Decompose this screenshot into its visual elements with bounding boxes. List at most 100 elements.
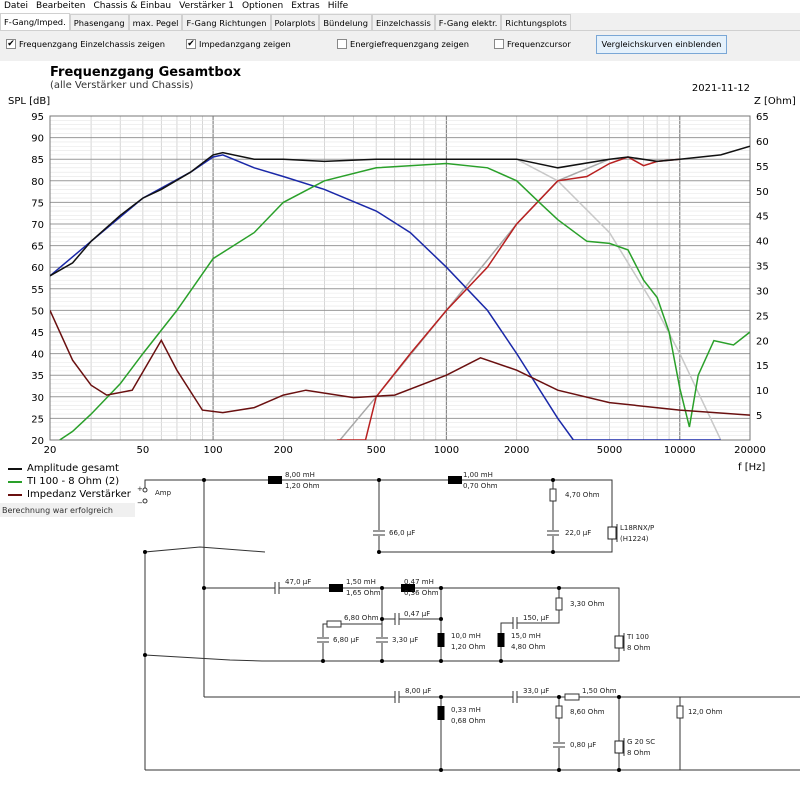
y2-tick-label: 40 xyxy=(756,237,769,248)
component-label: 3,30 Ohm xyxy=(570,600,605,608)
inductor-symbol xyxy=(401,584,415,592)
amp-minus-terminal xyxy=(142,498,148,504)
wire xyxy=(144,546,266,770)
x-tick-label: 2000 xyxy=(504,445,529,456)
component-label: 0,70 Ohm xyxy=(463,482,498,490)
speaker-icon xyxy=(614,635,624,649)
junction xyxy=(499,659,503,663)
chart-date: 2021-11-12 xyxy=(692,83,750,94)
legend-label: Impedanz Verstärker 1 xyxy=(27,489,141,500)
component-label: 15,0 mH xyxy=(511,632,541,640)
component-label: 12,0 Ohm xyxy=(688,708,723,716)
checkbox-einzelchassis[interactable]: ✔ Frequenzgang Einzelchassis zeigen xyxy=(6,39,165,49)
legend-swatch xyxy=(8,493,22,496)
component-label: 8 Ohm xyxy=(627,644,651,652)
y-axis-label: SPL [dB] xyxy=(8,96,50,107)
y2-tick-label: 55 xyxy=(756,162,769,173)
component-label: 10,0 mH xyxy=(451,632,481,640)
junction xyxy=(557,586,561,590)
tab-bar: F-Gang/Imped. Phasengang max. Pegel F-Gang … xyxy=(0,13,800,31)
legend-swatch xyxy=(8,467,22,470)
series-line-5 xyxy=(50,145,750,277)
wire xyxy=(144,479,613,553)
menu-item[interactable]: Extras xyxy=(291,1,320,11)
component-label: 0,33 mH xyxy=(451,706,481,714)
capacitor-gap xyxy=(513,617,517,629)
capacitor-gap xyxy=(395,691,399,703)
component-label: 1,20 Ohm xyxy=(451,643,486,651)
junction xyxy=(551,478,555,482)
component-label: 8,00 mH xyxy=(285,471,315,479)
compare-curves-button[interactable]: Vergleichskurven einblenden xyxy=(596,35,727,54)
menu-item[interactable]: Datei xyxy=(4,1,29,11)
y-tick-label: 70 xyxy=(31,220,44,231)
tab[interactable]: Phasengang xyxy=(69,14,129,30)
component-label: 66,0 µF xyxy=(389,529,415,537)
series-line-0 xyxy=(339,158,610,440)
y-tick-label: 80 xyxy=(31,177,44,188)
checkbox-energie[interactable]: Energiefrequenzgang zeigen xyxy=(337,39,469,49)
junction xyxy=(439,586,443,590)
legend-item: Amplitude gesamt xyxy=(8,462,140,475)
tab[interactable]: F-Gang Richtungen xyxy=(182,14,271,30)
y2-tick-label: 10 xyxy=(756,386,769,397)
component-label: 4,70 Ohm xyxy=(565,491,600,499)
tab[interactable]: Einzelchassis xyxy=(372,14,435,30)
checkbox-label: Frequenzgang Einzelchassis zeigen xyxy=(19,39,166,49)
tab[interactable]: max. Pegel xyxy=(128,14,183,30)
checkbox-frequenzcursor[interactable]: Frequenzcursor xyxy=(494,39,571,49)
series-line-3 xyxy=(337,156,680,440)
component-label: 1,00 mH xyxy=(463,471,493,479)
junction xyxy=(380,586,384,590)
x-tick-label: 5000 xyxy=(597,445,622,456)
menu-bar: Datei Bearbeiten Chassis & Einbau Verstärke… xyxy=(0,0,800,14)
junction xyxy=(617,695,621,699)
y2-tick-label: 15 xyxy=(756,361,769,372)
component-label: 1,65 Ohm xyxy=(346,589,381,597)
checkbox-impedanz[interactable]: ✔ Impedanzgang zeigen xyxy=(186,39,291,49)
legend-item: TI 100 - 8 Ohm (2) xyxy=(8,475,140,488)
component-label: Amp xyxy=(155,489,172,497)
tab[interactable]: F-Gang elektr. xyxy=(434,14,502,30)
x-axis-label: f [Hz] xyxy=(738,462,765,473)
x-tick-label: 100 xyxy=(204,445,223,456)
y-tick-label: 65 xyxy=(31,242,44,253)
inductor-symbol xyxy=(268,476,282,484)
component-label: 0,47 mH xyxy=(404,578,434,586)
menu-item[interactable]: Hilfe xyxy=(327,1,349,11)
y-tick-label: 45 xyxy=(31,328,44,339)
menu-item[interactable]: Chassis & Einbau xyxy=(93,1,172,11)
legend-label: TI 100 - 8 Ohm (2) xyxy=(27,476,120,487)
capacitor-gap xyxy=(547,530,559,536)
junction xyxy=(202,586,206,590)
tab[interactable]: F-Gang/Imped. xyxy=(0,13,70,30)
checkbox-icon[interactable] xyxy=(494,39,504,49)
tab[interactable]: Bündelung xyxy=(319,14,373,30)
component-label: + xyxy=(137,485,143,493)
checkbox-icon[interactable] xyxy=(337,39,347,49)
resistor-symbol xyxy=(676,705,684,719)
tab[interactable]: Polarplots xyxy=(270,14,320,30)
checkbox-icon[interactable]: ✔ xyxy=(6,39,16,49)
checkbox-label: Frequenzcursor xyxy=(507,39,571,49)
checkbox-label: Energiefrequenzgang zeigen xyxy=(350,39,469,49)
inductor-symbol xyxy=(437,706,445,720)
component-label: 8,00 µF xyxy=(405,687,431,695)
y-tick-label: 85 xyxy=(31,155,44,166)
menu-item[interactable]: Verstärker 1 xyxy=(179,1,234,11)
menu-item[interactable]: Bearbeiten xyxy=(36,1,86,11)
capacitor-gap xyxy=(317,637,329,643)
menu-item[interactable]: Optionen xyxy=(241,1,284,11)
y-tick-label: 30 xyxy=(31,393,44,404)
frequency-response-chart: Frequenzgang Gesamtbox(alle Verstärker u… xyxy=(8,65,796,473)
tab[interactable]: Richtungsplots xyxy=(501,14,571,30)
y-tick-label: 40 xyxy=(31,350,44,361)
component-label: 1,50 Ohm xyxy=(582,687,617,695)
y2-tick-label: 60 xyxy=(756,137,769,148)
junction xyxy=(439,617,443,621)
resistor-symbol xyxy=(555,705,563,719)
schematic-background xyxy=(135,476,800,785)
checkbox-icon[interactable]: ✔ xyxy=(186,39,196,49)
y-tick-label: 20 xyxy=(31,436,44,447)
